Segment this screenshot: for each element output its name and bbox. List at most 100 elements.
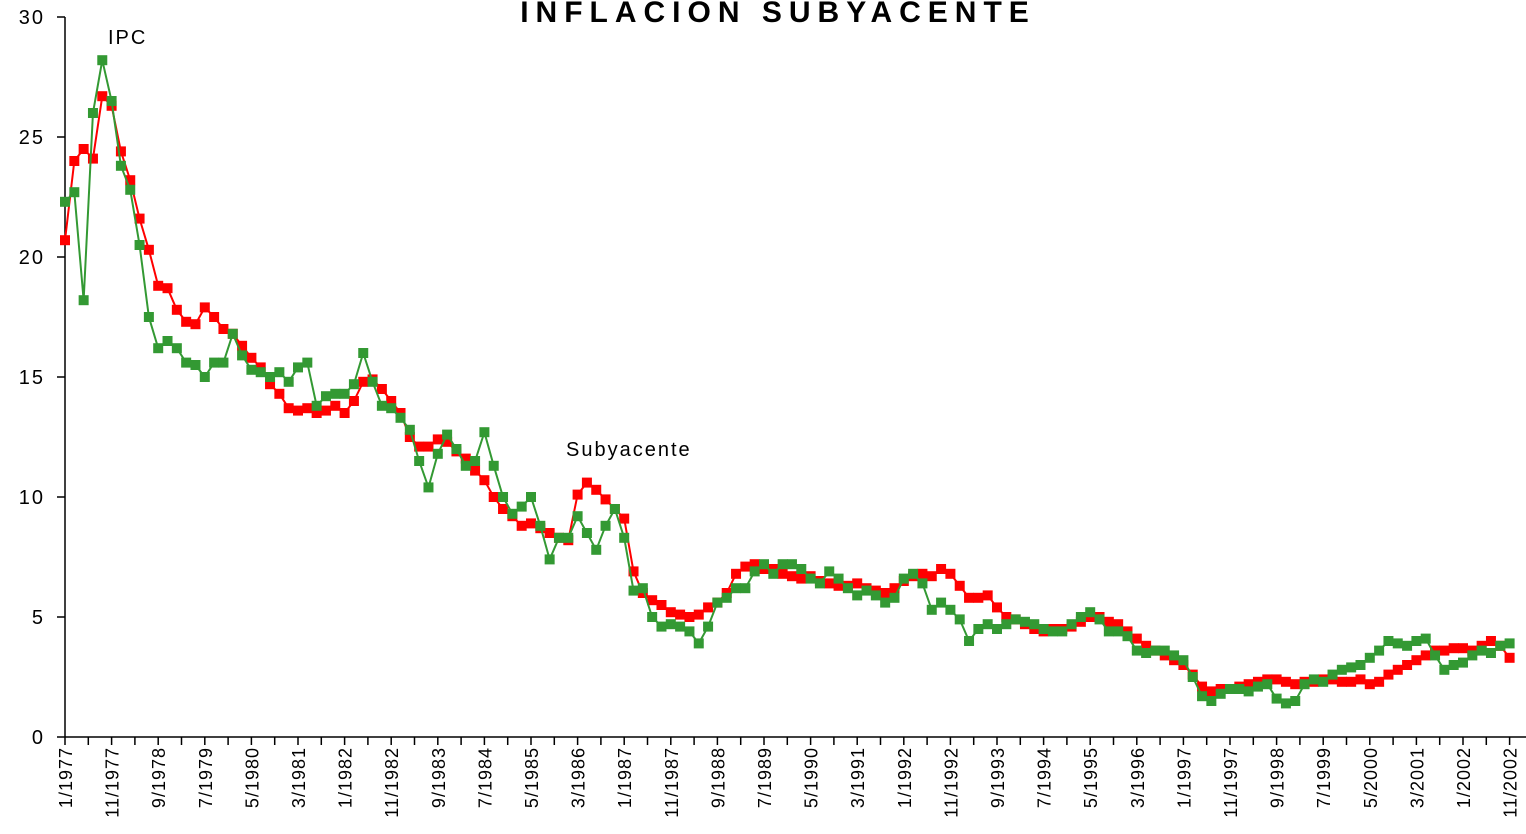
point-marker xyxy=(209,312,220,322)
point-marker xyxy=(675,609,686,620)
point-marker xyxy=(460,460,471,471)
point-marker xyxy=(1355,674,1366,685)
x-tick-label: 1/1977 xyxy=(56,747,76,808)
point-marker xyxy=(516,501,527,512)
point-marker xyxy=(600,520,611,531)
x-tick-label: 5/1980 xyxy=(242,747,262,808)
point-marker xyxy=(115,160,126,171)
point-marker xyxy=(619,513,630,524)
point-marker xyxy=(665,619,676,630)
point-marker xyxy=(488,492,499,502)
point-marker xyxy=(1420,633,1431,644)
point-marker xyxy=(647,595,658,606)
point-marker xyxy=(246,364,257,375)
point-marker xyxy=(293,362,303,373)
point-marker xyxy=(339,408,350,418)
x-tick-label: 3/1986 xyxy=(569,747,589,808)
point-marker xyxy=(1019,616,1030,627)
point-marker xyxy=(190,360,201,370)
point-marker xyxy=(1075,612,1086,622)
point-marker xyxy=(656,621,667,632)
point-marker xyxy=(1458,643,1468,654)
point-marker xyxy=(451,444,462,454)
point-marker xyxy=(693,609,704,620)
point-marker xyxy=(358,348,369,358)
point-marker xyxy=(908,568,919,579)
point-marker xyxy=(749,566,760,577)
point-marker xyxy=(171,304,182,315)
point-marker xyxy=(572,511,583,522)
point-marker xyxy=(861,585,872,596)
point-marker xyxy=(954,580,965,591)
point-marker xyxy=(1066,619,1077,630)
point-marker xyxy=(1001,619,1012,630)
y-tick-label: 10 xyxy=(19,487,45,509)
point-marker xyxy=(731,568,742,579)
point-marker xyxy=(665,607,676,618)
point-marker xyxy=(1485,636,1496,646)
point-marker xyxy=(218,324,229,334)
point-marker xyxy=(786,559,797,570)
point-marker xyxy=(637,583,648,594)
point-marker xyxy=(442,429,453,440)
point-marker xyxy=(395,412,406,423)
point-marker xyxy=(1103,616,1114,627)
point-marker xyxy=(1057,626,1068,637)
point-marker xyxy=(898,573,909,584)
point-marker xyxy=(442,436,453,447)
point-marker xyxy=(171,343,182,354)
point-marker xyxy=(591,484,602,495)
point-marker xyxy=(330,400,341,411)
point-marker xyxy=(1458,657,1468,668)
point-marker xyxy=(516,520,527,531)
point-marker xyxy=(1169,650,1180,661)
point-marker xyxy=(945,604,956,615)
point-marker xyxy=(824,566,835,577)
point-marker xyxy=(684,626,695,637)
point-marker xyxy=(162,283,173,294)
point-marker xyxy=(479,475,490,486)
point-marker xyxy=(1364,652,1375,663)
x-tick-label: 11/1982 xyxy=(382,747,402,818)
point-marker xyxy=(852,578,863,589)
point-marker xyxy=(1234,684,1245,694)
point-marker xyxy=(1159,645,1170,656)
point-marker xyxy=(162,336,173,346)
point-marker xyxy=(218,357,229,368)
point-marker xyxy=(1141,648,1152,658)
point-marker xyxy=(842,583,853,594)
series-line xyxy=(64,59,1510,705)
point-marker xyxy=(833,573,844,584)
point-marker xyxy=(1122,631,1133,642)
point-marker xyxy=(330,388,341,399)
point-marker xyxy=(1476,645,1487,656)
point-marker xyxy=(544,554,555,565)
point-marker xyxy=(1131,645,1142,656)
point-marker xyxy=(1402,660,1413,670)
point-marker xyxy=(1113,626,1124,637)
y-tick-label: 15 xyxy=(19,367,45,389)
point-marker xyxy=(339,388,350,399)
point-marker xyxy=(870,590,881,601)
point-marker xyxy=(414,456,425,466)
point-marker xyxy=(1308,674,1319,685)
point-marker xyxy=(274,367,285,378)
point-marker xyxy=(1439,664,1450,675)
point-marker xyxy=(293,405,303,416)
point-marker xyxy=(1318,676,1329,687)
x-tick-label: 3/1991 xyxy=(848,747,868,808)
point-marker xyxy=(1206,696,1217,706)
y-tick-label: 20 xyxy=(19,247,45,269)
point-marker xyxy=(498,504,509,514)
x-tick-label: 5/1990 xyxy=(802,747,822,808)
point-marker xyxy=(600,494,611,505)
x-tick-label: 7/1999 xyxy=(1314,747,1334,808)
point-marker xyxy=(964,592,975,603)
point-marker xyxy=(320,405,331,416)
point-marker xyxy=(1420,650,1431,661)
x-tick-label: 3/1981 xyxy=(289,747,309,808)
point-marker xyxy=(358,376,369,387)
x-tick-label: 7/1994 xyxy=(1035,747,1055,808)
y-tick-label: 5 xyxy=(32,607,45,629)
